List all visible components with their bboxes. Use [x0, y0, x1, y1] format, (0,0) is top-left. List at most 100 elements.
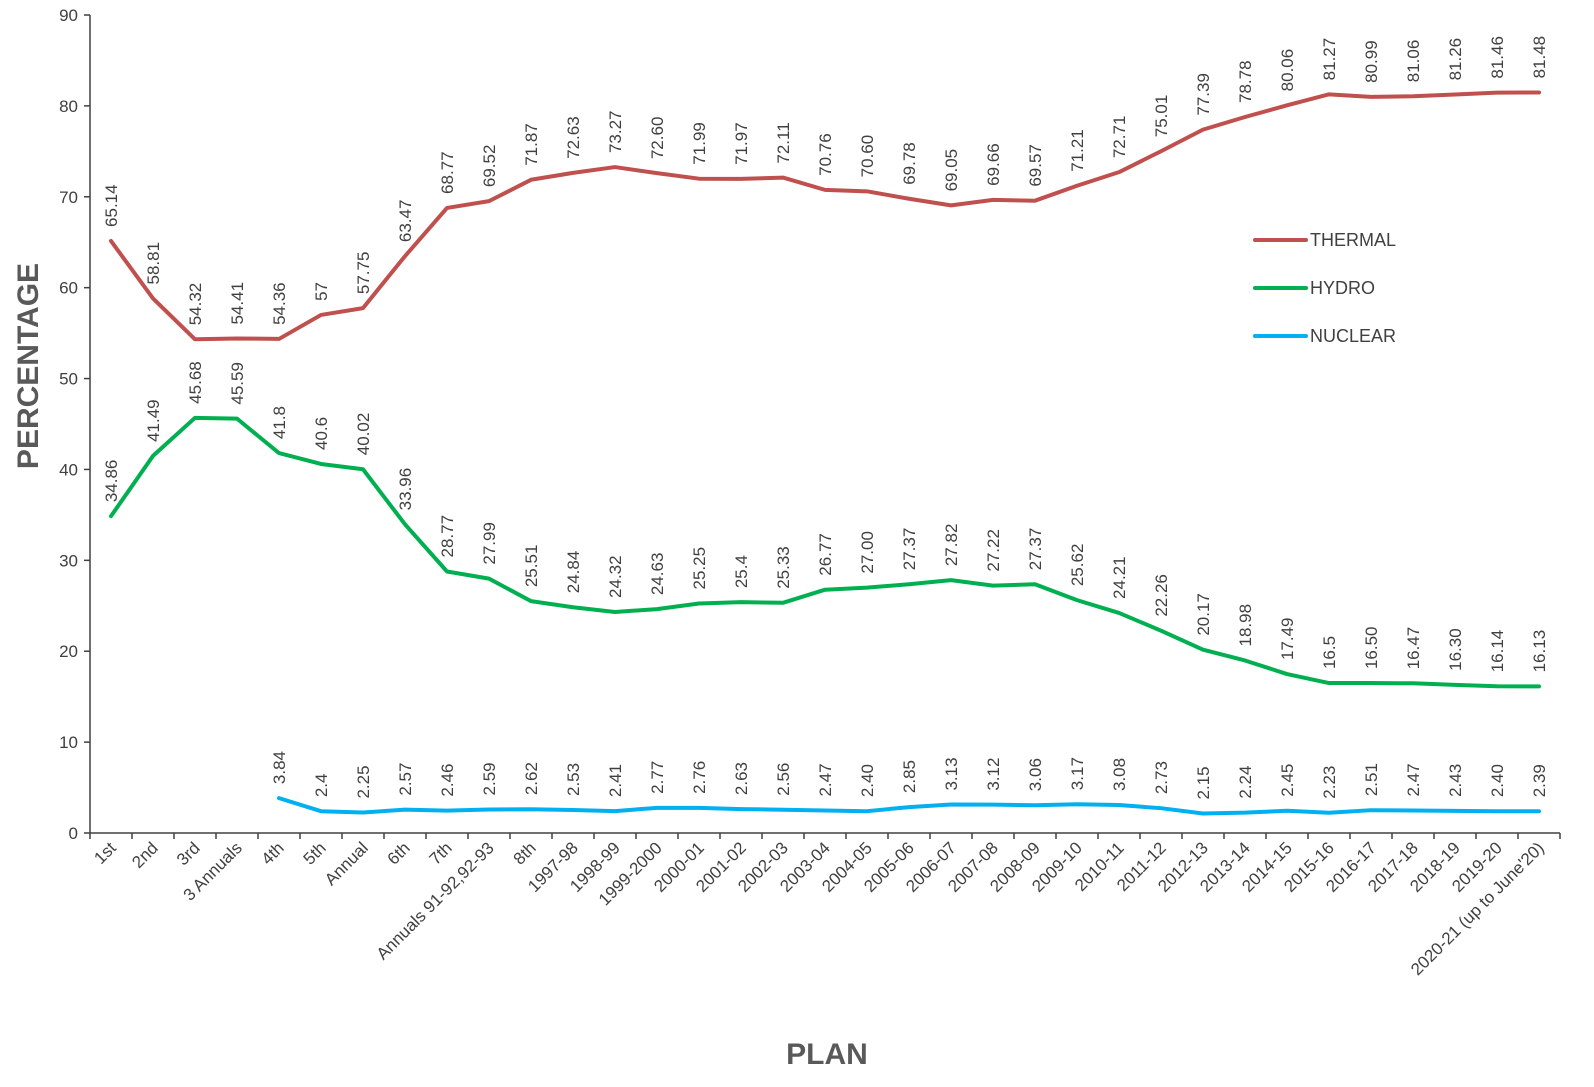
data-label-nuclear: 3.13	[942, 757, 961, 790]
data-label-thermal: 54.32	[186, 283, 205, 326]
y-tick-label: 50	[59, 370, 78, 389]
data-label-thermal: 69.66	[984, 143, 1003, 186]
data-label-nuclear: 2.40	[1488, 764, 1507, 797]
data-label-thermal: 69.52	[480, 145, 499, 188]
x-tick-label: Annual	[321, 838, 372, 889]
data-label-nuclear: 2.62	[522, 762, 541, 795]
data-label-thermal: 70.76	[816, 133, 835, 176]
data-label-nuclear: 2.51	[1362, 763, 1381, 796]
data-label-thermal: 81.06	[1404, 40, 1423, 83]
data-label-hydro: 28.77	[438, 515, 457, 558]
series-line-nuclear	[277, 796, 1541, 816]
data-label-thermal: 78.78	[1236, 60, 1255, 103]
data-label-thermal: 71.21	[1068, 129, 1087, 172]
data-label-thermal: 69.78	[900, 142, 919, 185]
data-label-nuclear: 2.15	[1194, 766, 1213, 799]
data-label-hydro: 45.59	[228, 362, 247, 405]
legend-label-hydro: HYDRO	[1310, 278, 1375, 298]
data-label-thermal: 72.60	[648, 117, 667, 160]
data-label-hydro: 16.47	[1404, 627, 1423, 670]
data-label-hydro: 24.21	[1110, 556, 1129, 599]
data-label-nuclear: 3.84	[270, 751, 289, 784]
legend-label-thermal: THERMAL	[1310, 230, 1396, 250]
data-label-thermal: 72.63	[564, 116, 583, 159]
x-tick-label: 7th	[426, 838, 456, 868]
data-label-thermal: 65.14	[102, 184, 121, 227]
data-label-hydro: 16.50	[1362, 626, 1381, 669]
data-label-thermal: 63.47	[396, 200, 415, 243]
data-label-hydro: 20.17	[1194, 593, 1213, 636]
series-line-hydro	[109, 415, 1541, 689]
data-label-nuclear: 2.77	[648, 761, 667, 794]
data-label-nuclear: 2.76	[690, 761, 709, 794]
series-line-thermal	[109, 90, 1541, 342]
data-label-hydro: 41.49	[144, 399, 163, 442]
data-label-hydro: 27.37	[1026, 528, 1045, 571]
data-label-nuclear: 2.45	[1278, 764, 1297, 797]
data-label-thermal: 71.87	[522, 123, 541, 166]
data-label-nuclear: 2.43	[1446, 764, 1465, 797]
data-label-nuclear: 2.41	[606, 764, 625, 797]
data-label-thermal: 72.11	[774, 122, 793, 163]
x-tick-label: 4th	[258, 838, 288, 868]
legend-label-nuclear: NUCLEAR	[1310, 326, 1396, 346]
x-tick-label: 8th	[510, 838, 540, 868]
data-label-nuclear: 2.4	[312, 774, 331, 798]
data-label-hydro: 33.96	[396, 468, 415, 511]
data-label-hydro: 27.82	[942, 524, 961, 567]
data-label-hydro: 24.32	[606, 555, 625, 598]
data-label-hydro: 34.86	[102, 460, 121, 503]
x-tick-label: 1st	[90, 838, 120, 868]
data-label-hydro: 16.5	[1320, 636, 1339, 669]
data-label-hydro: 22.26	[1152, 574, 1171, 617]
y-axis-title: PERCENTAGE	[12, 263, 45, 469]
data-labels: 65.14 58.81 54.32 54.41 54.36 57 57.75 63.47 68.…	[102, 36, 1549, 800]
data-label-thermal: 81.46	[1488, 36, 1507, 79]
data-label-hydro: 17.49	[1278, 617, 1297, 660]
data-label-hydro: 24.84	[564, 551, 583, 594]
data-label-thermal: 73.27	[606, 111, 625, 154]
data-label-thermal: 70.60	[858, 135, 877, 178]
y-tick-label: 20	[59, 642, 78, 661]
data-label-thermal: 57	[312, 282, 331, 301]
data-label-nuclear: 2.23	[1320, 766, 1339, 799]
y-tick-label: 70	[59, 188, 78, 207]
data-label-hydro: 25.25	[690, 547, 709, 590]
data-label-thermal: 80.06	[1278, 49, 1297, 92]
data-label-thermal: 57.75	[354, 252, 373, 295]
data-label-nuclear: 2.47	[1404, 763, 1423, 796]
data-label-hydro: 25.4	[732, 555, 751, 588]
data-label-hydro: 24.63	[648, 553, 667, 596]
data-label-hydro: 25.51	[522, 545, 541, 588]
data-label-nuclear: 2.25	[354, 765, 373, 798]
data-label-thermal: 81.27	[1320, 38, 1339, 81]
y-tick-label: 80	[59, 97, 78, 116]
data-label-nuclear: 2.63	[732, 762, 751, 795]
data-label-thermal: 80.99	[1362, 40, 1381, 83]
data-label-hydro: 26.77	[816, 533, 835, 576]
data-label-thermal: 71.97	[732, 122, 751, 165]
data-label-nuclear: 2.39	[1530, 764, 1549, 797]
data-label-thermal: 81.26	[1446, 38, 1465, 81]
data-label-nuclear: 2.57	[396, 763, 415, 796]
data-label-thermal: 54.41	[228, 282, 247, 325]
data-label-nuclear: 3.06	[1026, 758, 1045, 791]
data-label-nuclear: 2.56	[774, 763, 793, 796]
data-label-nuclear: 2.46	[438, 764, 457, 797]
x-tick-label: 2nd	[128, 838, 161, 871]
data-label-nuclear: 3.17	[1068, 757, 1087, 790]
legend: THERMAL HYDRO NUCLEAR	[1253, 230, 1396, 346]
x-axis-title: PLAN	[786, 1038, 868, 1071]
data-label-hydro: 16.13	[1530, 630, 1549, 673]
y-tick-label: 10	[59, 733, 78, 752]
data-label-hydro: 16.14	[1488, 630, 1507, 673]
data-label-thermal: 72.71	[1110, 116, 1129, 159]
x-tick-label: 6th	[384, 838, 414, 868]
data-label-nuclear: 2.40	[858, 764, 877, 797]
data-label-thermal: 81.48	[1530, 36, 1549, 79]
data-label-hydro: 27.00	[858, 531, 877, 574]
data-label-hydro: 27.37	[900, 528, 919, 571]
data-label-nuclear: 2.59	[480, 762, 499, 795]
